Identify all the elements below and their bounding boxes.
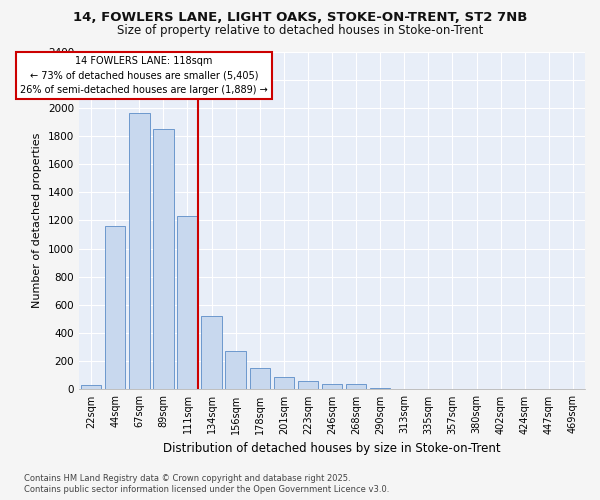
Bar (129, 114, 149, 390)
Text: 14 FOWLERS LANE: 118sqm
← 73% of detached houses are smaller (5,405)
26% of semi: 14 FOWLERS LANE: 118sqm ← 73% of detache… (20, 56, 268, 95)
Bar (394, 388, 415, 390)
Bar (274, 377, 294, 390)
Bar (81, 385, 101, 390)
Bar (105, 226, 125, 390)
Bar (370, 388, 391, 390)
Bar (177, 216, 198, 390)
Bar (250, 368, 270, 390)
Text: Contains HM Land Registry data © Crown copyright and database right 2025.
Contai: Contains HM Land Registry data © Crown c… (24, 474, 389, 494)
Bar (202, 316, 222, 390)
Bar (322, 384, 342, 390)
Bar (346, 384, 367, 390)
Text: Size of property relative to detached houses in Stoke-on-Trent: Size of property relative to detached ho… (117, 24, 483, 37)
Y-axis label: Number of detached properties: Number of detached properties (32, 133, 43, 308)
Text: 14, FOWLERS LANE, LIGHT OAKS, STOKE-ON-TRENT, ST2 7NB: 14, FOWLERS LANE, LIGHT OAKS, STOKE-ON-T… (73, 11, 527, 24)
Bar (226, 352, 246, 390)
Bar (298, 381, 318, 390)
Bar (153, 129, 173, 390)
X-axis label: Distribution of detached houses by size in Stoke-on-Trent: Distribution of detached houses by size … (163, 442, 501, 455)
